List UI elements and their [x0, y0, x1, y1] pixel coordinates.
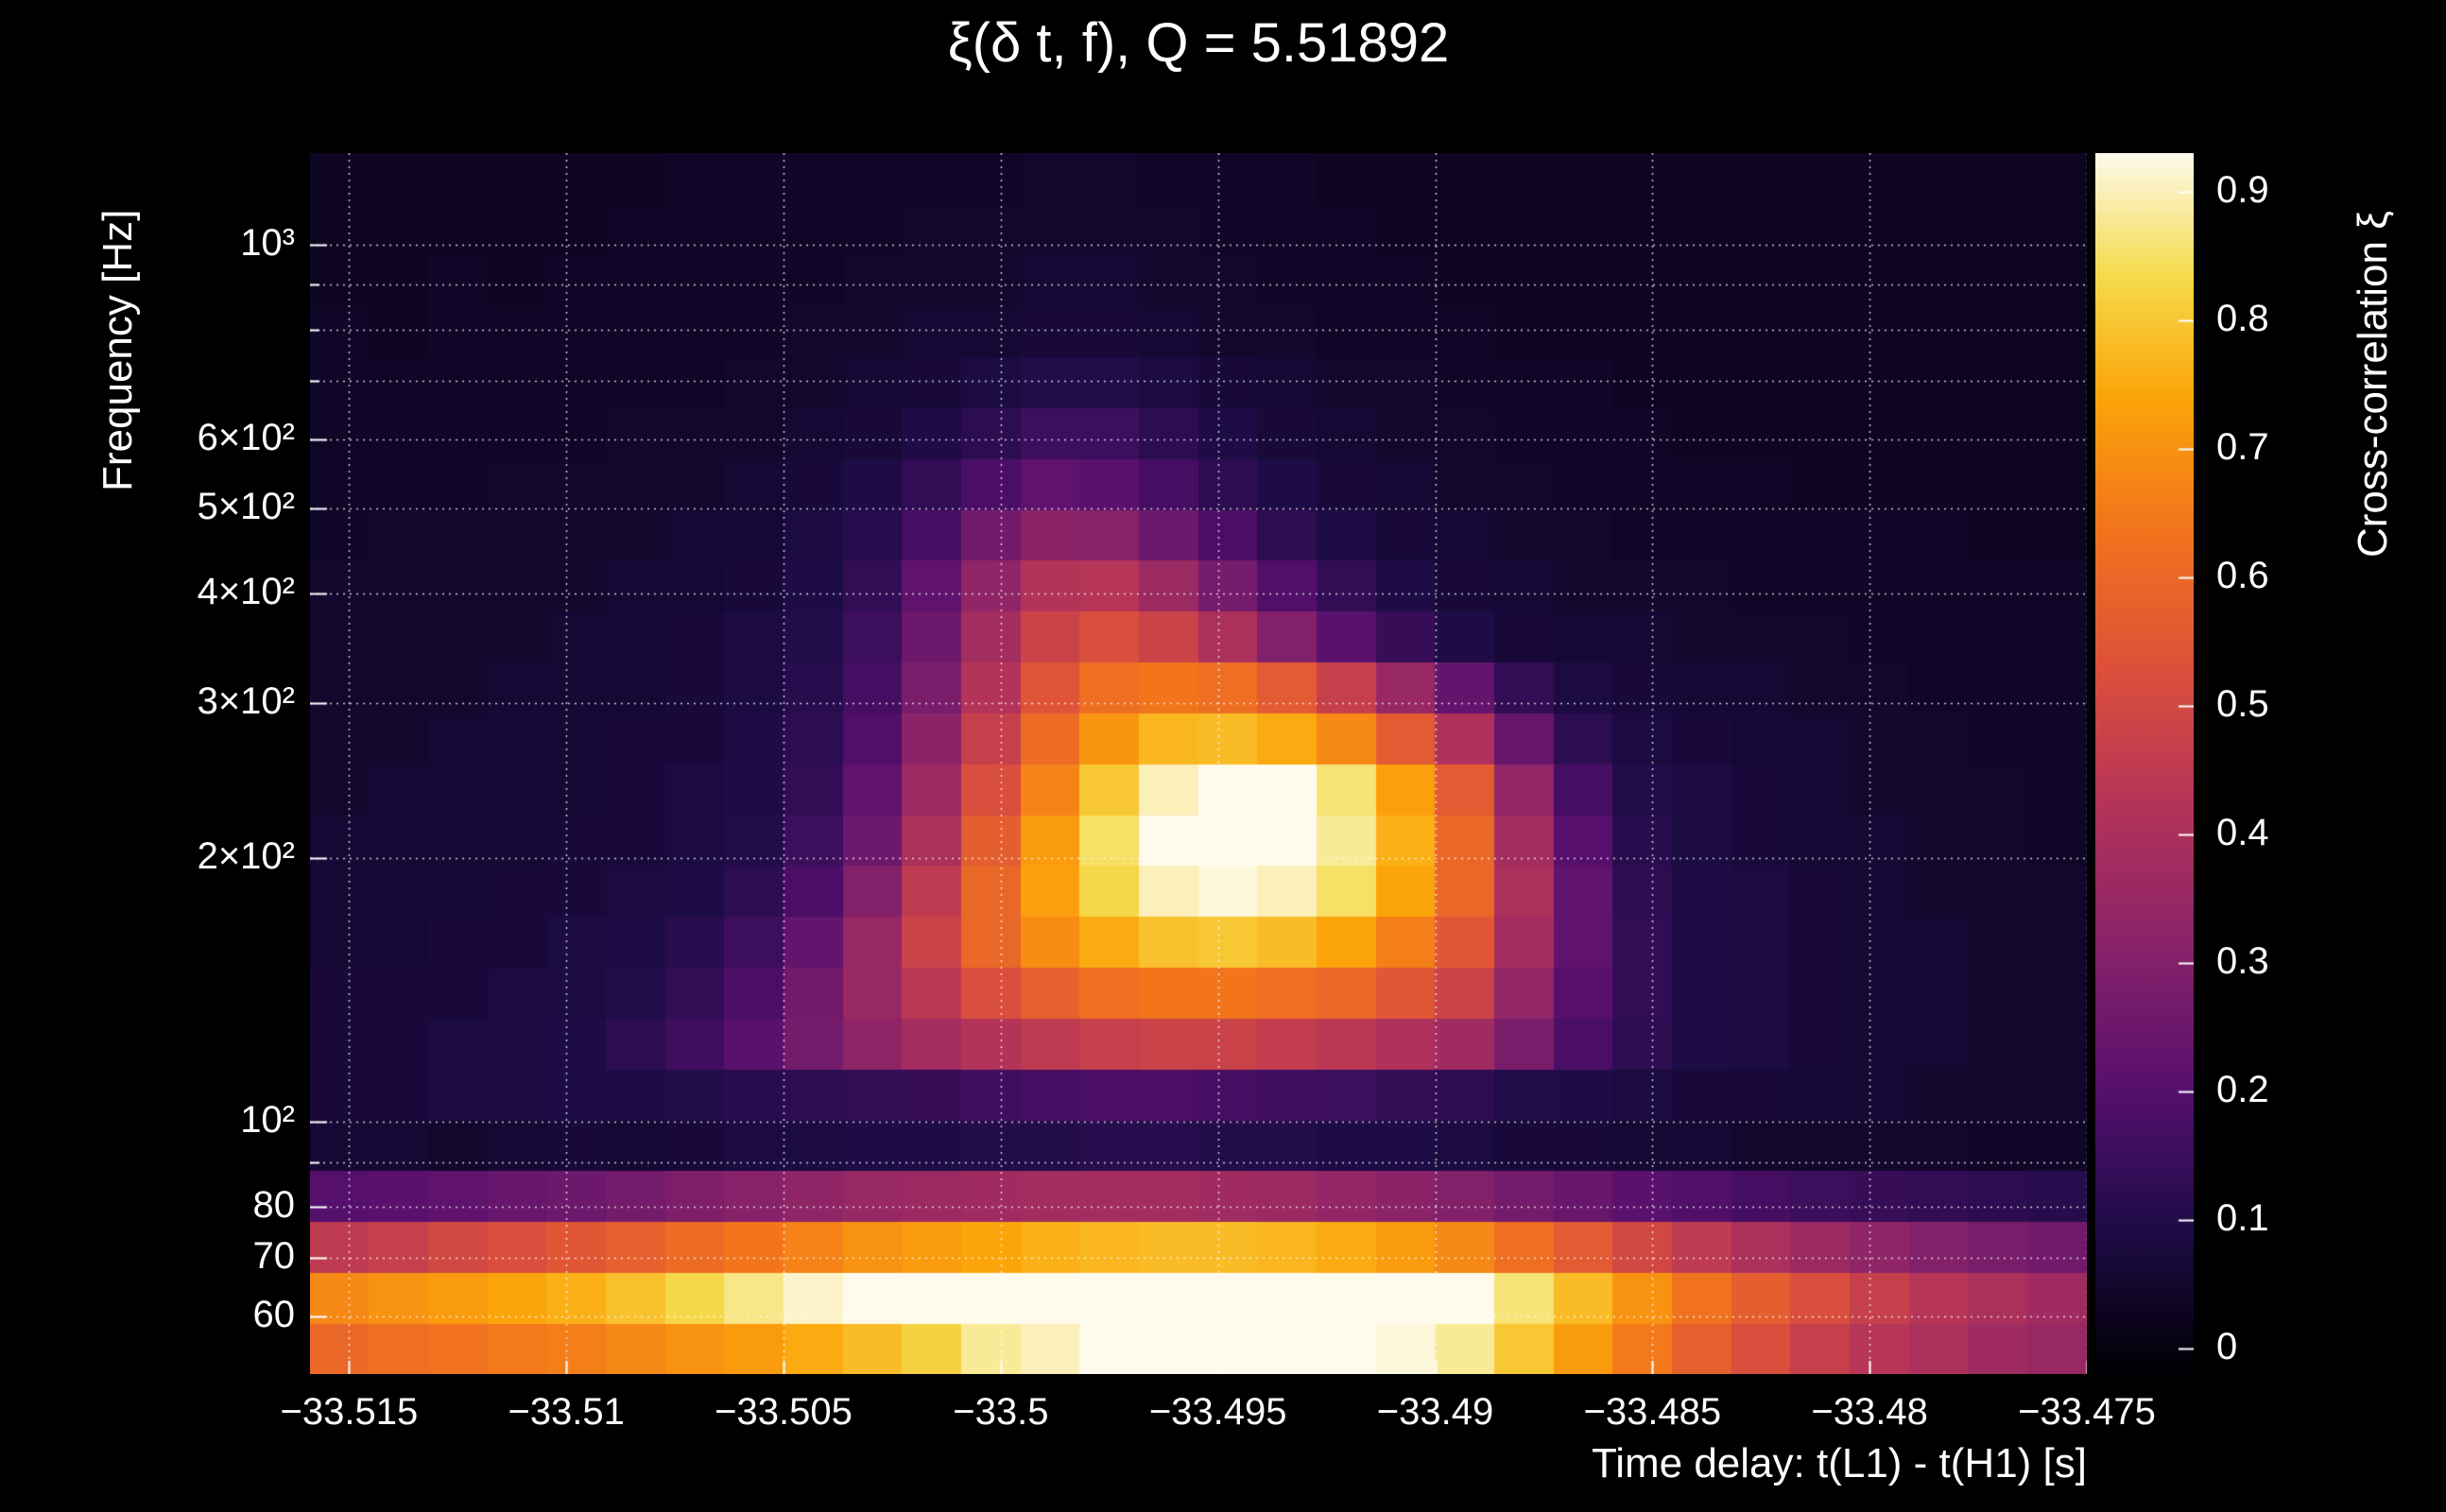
colorbar-tick-label: 0.7: [2216, 425, 2269, 468]
x-tick-label: −33.5: [953, 1391, 1049, 1433]
y-tick-label: 80: [252, 1184, 296, 1227]
x-axis-label: Time delay: t(L1) - t(H1) [s]: [1591, 1440, 2087, 1486]
colorbar-tick-label: 0.9: [2216, 168, 2269, 211]
x-tick-label: −33.485: [1583, 1391, 1722, 1433]
y-tick-label: 2×10²: [197, 834, 295, 877]
x-tick-label: −33.495: [1148, 1391, 1287, 1433]
x-tick-label: −33.505: [715, 1391, 853, 1433]
x-tick-label: −33.49: [1376, 1391, 1494, 1433]
colorbar-tick-label: 0.1: [2216, 1196, 2269, 1239]
colorbar-canvas: [2095, 153, 2194, 1374]
x-tick-label: −33.48: [1811, 1391, 1928, 1433]
y-tick-label: 70: [252, 1235, 296, 1278]
y-tick-label: 4×10²: [197, 571, 295, 613]
y-tick-label: 6×10²: [197, 416, 295, 458]
x-tick-label: −33.515: [280, 1391, 419, 1433]
colorbar-tick-label: 0.5: [2216, 682, 2269, 725]
colorbar-tick-label: 0.4: [2216, 811, 2269, 853]
y-tick-label: 60: [252, 1294, 296, 1336]
colorbar-tick-label: 0: [2216, 1325, 2238, 1367]
y-tick-label: 10³: [240, 221, 295, 264]
colorbar-tick-label: 0.8: [2216, 297, 2269, 339]
colorbar-tick-label: 0.2: [2216, 1068, 2269, 1110]
colorbar-tick-label: 0.3: [2216, 939, 2269, 982]
y-tick-label: 3×10²: [197, 680, 295, 723]
colorbar-tick-label: 0.6: [2216, 554, 2269, 596]
x-tick-label: −33.475: [2018, 1391, 2156, 1433]
heatmap-canvas: [310, 153, 2087, 1374]
y-tick-label: 5×10²: [197, 486, 295, 528]
x-tick-label: −33.51: [508, 1391, 625, 1433]
y-tick-label: 10²: [240, 1099, 295, 1142]
chart-title: ξ(δ t, f), Q = 5.51892: [947, 12, 1450, 74]
colorbar-label: Cross-correlation ξ: [2350, 211, 2396, 558]
